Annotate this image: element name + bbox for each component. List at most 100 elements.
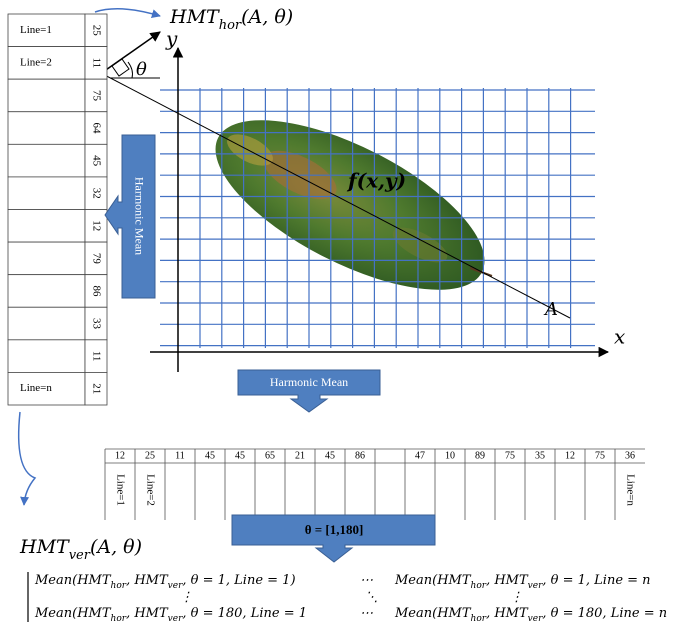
segment: ⋱: [365, 590, 378, 605]
cell-value: 65: [265, 450, 275, 461]
row-value: 11: [90, 351, 102, 362]
matrix-cell: Mean(HMThor, HMTver, θ = 180, Line = 1: [34, 606, 307, 624]
segment: , θ = 180, Line = 1: [182, 606, 307, 621]
cell-value: 45: [205, 450, 215, 461]
bottom-table: 12 Line=1 25 Line=2 11 45 45 65 21 45 86 47 10 89 75 35…: [104, 448, 645, 520]
cell-label: Line=1: [114, 474, 126, 506]
cell-value: 75: [595, 450, 605, 461]
segment: HMT: [169, 6, 220, 28]
subscript: hor: [111, 581, 127, 591]
function-label: f(x,y): [346, 169, 406, 193]
segment: Mean(HMT: [394, 573, 472, 588]
matrix-cell: Mean(HMThor, HMTver, θ = 1, Line = n: [394, 573, 651, 591]
cell-value: 86: [355, 450, 365, 461]
row-value: 11: [90, 58, 102, 69]
range-label: θ = [1,180]: [305, 522, 364, 537]
row-value: 33: [90, 318, 102, 330]
angle-arc: [127, 61, 133, 79]
angle-label: θ: [136, 59, 147, 80]
subscript: ver: [168, 581, 183, 591]
harmonic-label-horizontal: Harmonic Mean: [270, 375, 348, 389]
cell-value: 75: [505, 450, 515, 461]
matrix-cell: Mean(HMThor, HMTver, θ = 180, Line = n: [394, 606, 667, 624]
matrix-cell: ⋯: [360, 573, 373, 588]
segment: ⋯: [360, 573, 373, 588]
table-cell: [7, 306, 86, 341]
harmonic-label-vertical: Harmonic Mean: [132, 177, 146, 255]
matrix-cell: ⋮: [510, 590, 523, 605]
cell-value: 47: [415, 450, 425, 461]
harmonic-arrow-horizontal: [237, 369, 381, 413]
subscript: ver: [528, 581, 543, 591]
cell-label: Line=2: [144, 474, 156, 506]
row-value: 21: [90, 383, 102, 394]
table-cell: [7, 78, 86, 113]
segment: , θ = 180, Line = n: [542, 606, 667, 621]
hor-arrow: [94, 8, 161, 18]
subscript: hor: [471, 581, 487, 591]
segment: , HMT: [126, 573, 169, 588]
subscript: ver: [69, 548, 91, 563]
cell-value: 11: [175, 450, 185, 461]
segment: Mean(HMT: [34, 606, 112, 621]
table-cell: [7, 143, 86, 178]
cell-value: 25: [145, 450, 155, 461]
subscript: hor: [471, 614, 487, 624]
cell-value: 45: [325, 450, 335, 461]
x-label: x: [614, 325, 625, 349]
segment: ⋮: [510, 590, 523, 605]
segment: ⋮: [180, 590, 193, 605]
leaf-image: [215, 120, 493, 290]
table-cell: [7, 176, 86, 210]
segment: Mean(HMT: [34, 573, 112, 588]
table-cell: [7, 274, 86, 308]
range-arrow: [231, 514, 436, 563]
matrix-cell: ⋱: [365, 590, 378, 605]
row-value: 12: [90, 220, 102, 231]
segment: Mean(HMT: [394, 606, 472, 621]
segment: , HMT: [126, 606, 169, 621]
line-label: A: [543, 299, 558, 320]
harmonic-arrow-vertical: [104, 134, 156, 299]
row-value: 32: [90, 188, 102, 199]
table-cell: [7, 209, 86, 243]
segment: , θ = 1, Line = n: [542, 573, 650, 588]
table-cell: [7, 339, 86, 373]
grid: [160, 88, 595, 348]
segment: , HMT: [486, 573, 529, 588]
cell-value: 12: [115, 450, 125, 461]
row-value: 45: [90, 155, 102, 167]
segment: (A, θ): [241, 6, 293, 28]
ver-arrow: [17, 411, 37, 506]
row-value: 79: [90, 253, 102, 265]
subscript: hor: [111, 614, 127, 624]
matrix-cell: ⋯: [360, 606, 373, 621]
cell-value: 35: [535, 450, 545, 461]
cell-value: 89: [475, 450, 485, 461]
table-cell: [7, 241, 86, 276]
cell-value: 12: [565, 450, 575, 461]
table-cell: [7, 13, 86, 47]
row-value: 64: [90, 123, 102, 135]
subscript: hor: [219, 18, 242, 33]
subscript: ver: [168, 614, 183, 624]
row-value: 86: [90, 285, 102, 297]
segment: (A, θ): [90, 536, 142, 558]
row-label: Line=n: [20, 382, 52, 394]
cell-value: 45: [235, 450, 245, 461]
subscript: ver: [528, 614, 543, 624]
row-label: Line=2: [20, 56, 52, 68]
cell-value: 21: [295, 450, 305, 461]
table-cell: [84, 372, 108, 406]
cell-label: Line=n: [624, 474, 636, 506]
hmt-hor-label: HMThor(A, θ): [169, 6, 293, 33]
left-table: Line=1 25 Line=2 11 75 64 45 32 12 79 86 33 11 Line=n…: [7, 13, 108, 406]
matrix-cell: Mean(HMThor, HMTver, θ = 1, Line = 1): [34, 573, 296, 591]
segment: ⋯: [360, 606, 373, 621]
matrix-cell: ⋮: [180, 590, 193, 605]
hmt-ver-label: HMTver(A, θ): [19, 536, 142, 563]
row-value: 25: [90, 25, 102, 36]
segment: HMT: [19, 536, 70, 558]
matrix: Mean(HMThor, HMTver, θ = 1, Line = 1) ⋯ Me…: [34, 573, 667, 624]
